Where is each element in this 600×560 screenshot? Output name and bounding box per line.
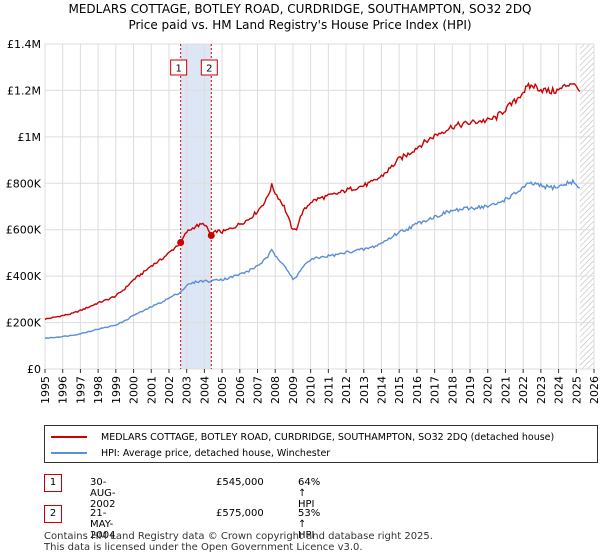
chart-legend: MEDLARS COTTAGE, BOTLEY ROAD, CURDRIDGE,… (44, 425, 598, 463)
legend-item-hpi: HPI: Average price, detached house, Winc… (51, 445, 330, 461)
x-tick-label: 2009 (287, 376, 300, 404)
legend-property-label: MEDLARS COTTAGE, BOTLEY ROAD, CURDRIDGE,… (101, 431, 555, 443)
sale-label-text: 1 (175, 64, 181, 75)
x-tick-label: 1999 (110, 376, 123, 404)
legend-item-property: MEDLARS COTTAGE, BOTLEY ROAD, CURDRIDGE,… (51, 429, 554, 445)
sale-number-badge: 1 (44, 474, 62, 492)
x-tick-label: 2020 (482, 376, 495, 404)
x-tick-label: 2011 (322, 376, 335, 404)
y-tick-label: £1.4M (7, 38, 41, 51)
x-tick-label: 2015 (393, 376, 406, 404)
x-tick-label: 2001 (145, 376, 158, 404)
x-tick-label: 2006 (234, 376, 247, 404)
x-tick-label: 2016 (411, 376, 424, 404)
sale-hpi-change: 53% ↑ HPI (298, 508, 321, 541)
sale-date: 21-MAY-2004 (90, 508, 116, 541)
x-tick-label: 2026 (588, 376, 600, 404)
property-price-line (44, 81, 581, 321)
x-tick-label: 2002 (163, 376, 176, 404)
y-tick-label: £800K (6, 177, 42, 190)
sale-period-band (180, 44, 212, 369)
y-tick-label: £1M (18, 131, 42, 144)
x-tick-label: 2010 (305, 376, 318, 404)
sale-point (207, 232, 215, 240)
x-tick-label: 2025 (570, 376, 583, 404)
hpi-line (44, 178, 580, 340)
x-tick-label: 2014 (375, 376, 388, 404)
x-tick-label: 2021 (499, 376, 512, 404)
chart-title: MEDLARS COTTAGE, BOTLEY ROAD, CURDRIDGE,… (68, 2, 531, 16)
x-tick-label: 1995 (39, 376, 52, 404)
x-tick-label: 2005 (216, 376, 229, 404)
price-chart: MEDLARS COTTAGE, BOTLEY ROAD, CURDRIDGE,… (6, 2, 600, 404)
footer-attribution: Contains HM Land Registry data © Crown c… (44, 531, 433, 553)
sale-price: £545,000 (216, 477, 264, 488)
y-tick-label: £600K (6, 224, 42, 237)
legend-property-swatch (51, 436, 87, 438)
sale-point (177, 238, 185, 246)
chart-subtitle: Price paid vs. HM Land Registry's House … (128, 18, 471, 32)
x-tick-label: 1997 (74, 376, 87, 404)
sale-date: 30-AUG-2002 (90, 477, 116, 510)
sale-price: £575,000 (216, 508, 264, 519)
sale-number-badge: 2 (44, 505, 62, 523)
x-tick-label: 2012 (340, 376, 353, 404)
x-tick-label: 1996 (57, 376, 70, 404)
y-tick-label: £1.2M (7, 84, 41, 97)
x-tick-label: 2018 (446, 376, 459, 404)
sale-hpi-change: 64% ↑ HPI (298, 477, 321, 510)
footer-copyright: Contains HM Land Registry data © Crown c… (44, 531, 433, 542)
x-tick-label: 2007 (252, 376, 265, 404)
x-tick-label: 2013 (358, 376, 371, 404)
x-tick-label: 1998 (92, 376, 105, 404)
sale-label-box (170, 59, 188, 76)
sale-label-text: 2 (206, 64, 212, 75)
x-tick-label: 2019 (464, 376, 477, 404)
x-tick-label: 2017 (429, 376, 442, 404)
y-tick-label: £0 (27, 363, 41, 376)
x-tick-label: 2003 (181, 376, 194, 404)
sale-label-box (200, 59, 218, 76)
x-tick-label: 2023 (535, 376, 548, 404)
x-tick-label: 2024 (553, 376, 566, 404)
x-tick-label: 2004 (198, 376, 211, 404)
future-hatch-region (579, 44, 594, 369)
footer-licence: This data is licensed under the Open Gov… (44, 542, 363, 553)
legend-hpi-label: HPI: Average price, detached house, Winc… (101, 447, 331, 459)
y-tick-label: £400K (6, 270, 42, 283)
x-tick-label: 2022 (517, 376, 530, 404)
x-tick-label: 2008 (269, 376, 282, 404)
y-tick-label: £200K (6, 317, 42, 330)
legend-hpi-swatch (51, 452, 87, 454)
x-tick-label: 2000 (128, 376, 141, 404)
